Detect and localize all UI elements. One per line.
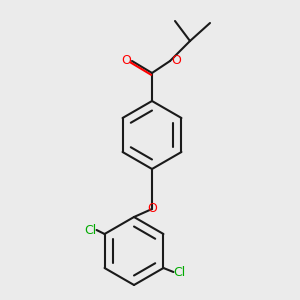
Text: O: O	[147, 202, 157, 215]
Text: Cl: Cl	[173, 266, 186, 278]
Text: O: O	[121, 53, 131, 67]
Text: Cl: Cl	[84, 224, 97, 236]
Text: O: O	[171, 55, 181, 68]
